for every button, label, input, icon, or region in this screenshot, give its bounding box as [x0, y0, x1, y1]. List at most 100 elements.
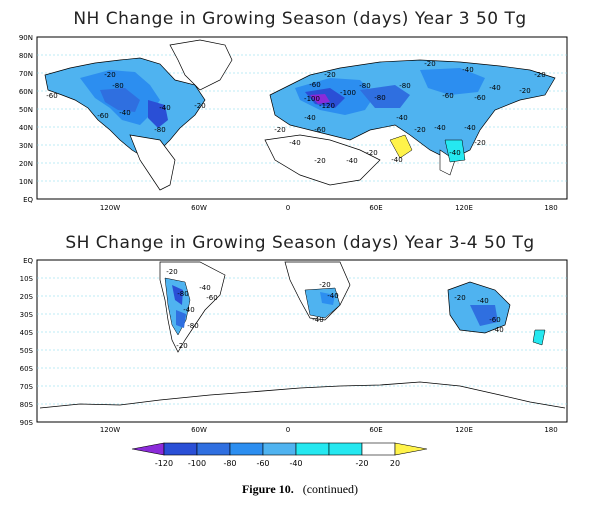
sh-contour-label: -40	[183, 306, 194, 314]
nh-contour-label: -40	[159, 104, 170, 112]
sh-lat-label: 70S	[20, 383, 34, 391]
nh-eurasia	[264, 59, 556, 186]
nh-contour-label: -20	[104, 71, 115, 79]
nh-lat-label: 80N	[19, 52, 33, 60]
sh-lat-label: 30S	[20, 311, 34, 319]
nh-contour-label: -100	[304, 95, 320, 103]
sh-contour-label: -60	[206, 294, 217, 302]
nh-lon-label: 60E	[369, 204, 382, 212]
sh-lat-axis: EQ 10S 20S 30S 40S 50S 60S 70S 80S 90S	[20, 257, 34, 427]
colorbar-tick-label: -80	[223, 459, 236, 468]
sh-contour-label: -40	[312, 316, 323, 324]
sh-lat-label: 20S	[20, 293, 34, 301]
sh-lat-label: 90S	[20, 419, 34, 427]
sh-lon-label: 0	[286, 426, 290, 434]
nh-contour-label: -80	[399, 82, 410, 90]
nh-lat-label: EQ	[23, 196, 33, 204]
colorbar-tick-label: -100	[188, 459, 206, 468]
nh-lon-label: 120W	[100, 204, 120, 212]
sh-contour-label: -20	[454, 294, 465, 302]
colorbar-tick-label: -20	[355, 459, 368, 468]
sh-contour-label: -40	[199, 284, 210, 292]
nh-contour-label: -80	[112, 82, 123, 90]
sh-contour-label: -40	[327, 292, 338, 300]
sh-australia	[447, 281, 546, 346]
nh-contour-label: -40	[396, 114, 407, 122]
nh-lat-axis: 90N 80N 70N 60N 50N 40N 30N 20N 10N EQ	[19, 34, 34, 204]
sh-lon-label: 60E	[369, 426, 382, 434]
colorbar-tick-label: -120	[155, 459, 173, 468]
sh-lat-label: 80S	[20, 401, 34, 409]
sh-contour-label: -20	[319, 281, 330, 289]
nh-contour-label: -60	[309, 81, 320, 89]
colorbar-swatch	[229, 442, 264, 456]
sh-lon-label: 120E	[455, 426, 473, 434]
nh-contour-label: -40	[304, 114, 315, 122]
nh-lat-label: 30N	[19, 142, 33, 150]
nh-contour-label: -20	[424, 60, 435, 68]
nh-lat-label: 70N	[19, 70, 33, 78]
sh-contour-label: -80	[187, 322, 198, 330]
sh-antarctica-coast	[39, 381, 566, 409]
sh-contour-label: -20	[166, 268, 177, 276]
sh-lon-label: 180	[544, 426, 557, 434]
nh-contour-label: -20	[474, 139, 485, 147]
nh-map-panel: 90N 80N 70N 60N 50N 40N 30N 20N 10N EQ 1…	[19, 34, 568, 212]
figure-note: (continued)	[302, 482, 359, 496]
nh-contour-label: -20	[414, 126, 425, 134]
nh-lon-label: 60W	[191, 204, 207, 212]
nh-contour-label: -60	[314, 126, 325, 134]
nh-contour-label: -40	[449, 149, 460, 157]
sh-contour-label: -60	[489, 316, 500, 324]
colorbar-swatch	[196, 442, 231, 456]
nh-contour-label: -120	[319, 102, 335, 110]
nh-lon-label: 120E	[455, 204, 473, 212]
nh-contour-label: -40	[489, 84, 500, 92]
nh-contour-label: -20	[534, 71, 545, 79]
nh-contour-label: -60	[46, 92, 57, 100]
nh-contour-labels: -20 -60 -80 -40 -60 -80 -40 -20 -60 -100…	[46, 60, 545, 165]
sh-lat-label: 60S	[20, 365, 34, 373]
colorbar-tick-label: 20	[390, 459, 400, 468]
nh-contour-label: -80	[359, 82, 370, 90]
sh-contour-label: -40	[477, 297, 488, 305]
nh-contour-label: -40	[119, 109, 130, 117]
nh-contour-label: -40	[434, 124, 445, 132]
nh-lat-label: 20N	[19, 160, 33, 168]
sh-contour-label: -20	[176, 342, 187, 350]
nh-contour-label: -60	[97, 112, 108, 120]
sh-lat-label: 10S	[20, 275, 34, 283]
nh-contour-label: -100	[340, 89, 356, 97]
colorbar-tick-label: -40	[289, 459, 302, 468]
colorbar-swatch	[361, 442, 396, 456]
nh-north-america	[44, 39, 233, 191]
sh-africa	[284, 261, 351, 321]
colorbar-arrow-right	[394, 442, 428, 456]
nh-contour-label: -40	[391, 156, 402, 164]
nh-contour-label: -20	[314, 157, 325, 165]
sh-contour-label: -40	[492, 326, 503, 334]
sh-lon-label: 120W	[100, 426, 120, 434]
nh-contour-label: -20	[324, 71, 335, 79]
colorbar-swatch	[262, 442, 297, 456]
nh-contour-label: -20	[519, 87, 530, 95]
nh-lon-label: 0	[286, 204, 290, 212]
nh-contour-label: -40	[289, 139, 300, 147]
colorbar-tick-label: -60	[256, 459, 269, 468]
colorbar-arrow-left	[131, 442, 165, 456]
sh-panel-title: SH Change in Growing Season (days) Year …	[65, 233, 535, 253]
sh-lat-label: 50S	[20, 347, 34, 355]
sh-contour-label: -80	[177, 290, 188, 298]
nh-contour-label: -20	[194, 102, 205, 110]
nh-contour-label: -40	[462, 66, 473, 74]
nh-lat-label: 10N	[19, 178, 33, 186]
sh-map-panel: EQ 10S 20S 30S 40S 50S 60S 70S 80S 90S 1…	[20, 257, 568, 434]
sh-lon-label: 60W	[191, 426, 207, 434]
nh-contour-label: -40	[346, 157, 357, 165]
nh-lat-label: 50N	[19, 106, 33, 114]
sh-lat-label: 40S	[20, 329, 34, 337]
nh-contour-label: -60	[442, 92, 453, 100]
colorbar-swatch	[328, 442, 363, 456]
nh-contour-label: -20	[366, 149, 377, 157]
